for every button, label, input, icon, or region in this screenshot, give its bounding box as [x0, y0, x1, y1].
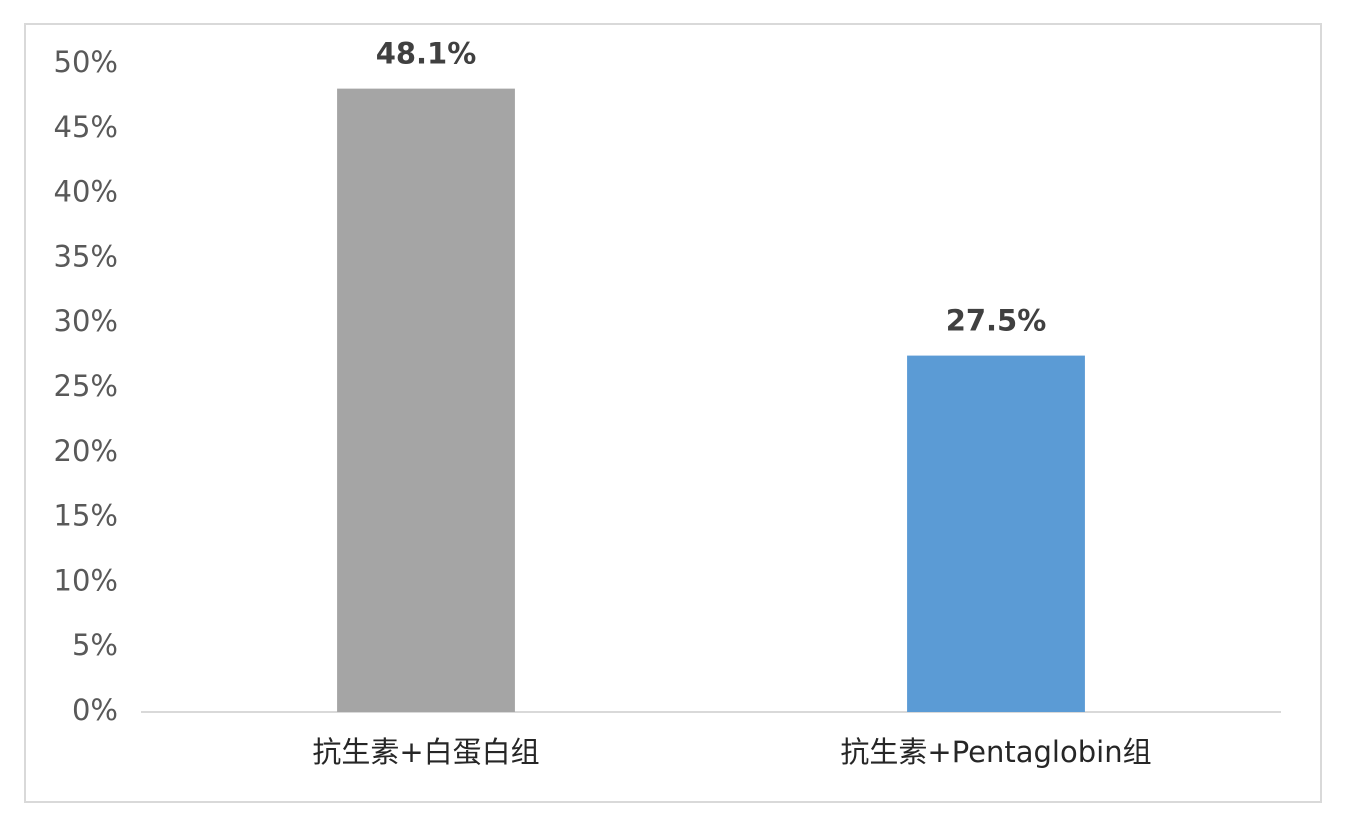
y-tick-label: 0%: [72, 693, 118, 727]
value-label: 48.1%: [376, 37, 477, 71]
y-tick-label: 15%: [54, 499, 118, 533]
y-tick-label: 50%: [54, 45, 118, 79]
y-tick-label: 45%: [54, 110, 118, 144]
y-tick-label: 25%: [54, 369, 118, 403]
y-tick-label: 40%: [54, 175, 118, 209]
x-tick-label: 抗生素+Pentaglobin组: [840, 735, 1151, 769]
x-tick-label: 抗生素+白蛋白组: [312, 735, 539, 769]
bar: [907, 355, 1085, 712]
y-tick-label: 20%: [54, 434, 118, 468]
value-label: 27.5%: [946, 304, 1047, 338]
y-tick-label: 30%: [54, 304, 118, 338]
y-tick-label: 35%: [54, 239, 118, 273]
chart-border: [24, 23, 1322, 803]
y-tick-label: 5%: [72, 628, 118, 662]
y-tick-label: 10%: [54, 563, 118, 597]
bar: [337, 88, 515, 712]
